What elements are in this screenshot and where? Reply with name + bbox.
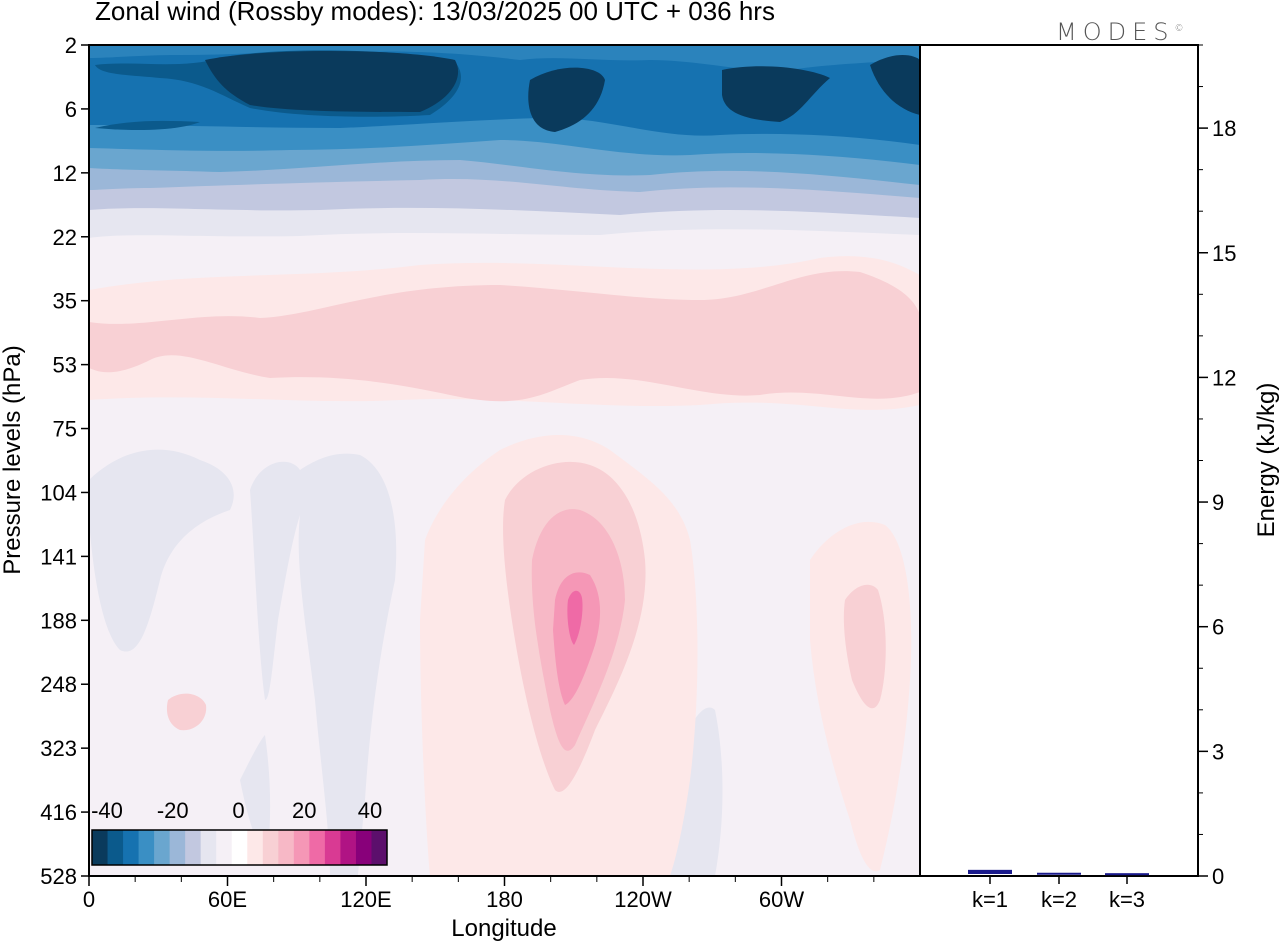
x-tick-label: 180 [486, 887, 523, 912]
x-tick-label: 60E [208, 887, 247, 912]
y-tick-label: 528 [40, 864, 77, 889]
x-tick-label: 120E [340, 887, 391, 912]
colorbar-labels: -40 -20 0 20 40 [91, 798, 382, 823]
y-axis-title: Pressure levels (hPa) [0, 345, 26, 574]
energy-bars: k=1 k=2 k=3 [968, 869, 1149, 912]
bar-category-label: k=2 [1041, 887, 1077, 912]
colorbar-swatch [200, 830, 217, 865]
energy-tick-label: 6 [1212, 615, 1224, 640]
energy-tick-label: 3 [1212, 739, 1224, 764]
y-tick-label: 141 [40, 544, 77, 569]
x-tick-label: 0 [83, 887, 95, 912]
energy-panel-frame [919, 44, 1199, 877]
energy-bar [968, 869, 1012, 874]
colorbar-swatch [371, 830, 388, 865]
x-axis-title: Longitude [451, 915, 556, 942]
energy-bar [1105, 873, 1149, 876]
y-tick-label: 53 [53, 353, 77, 378]
colorbar-swatch [216, 830, 233, 865]
y-tick-label: 75 [53, 417, 77, 442]
y-axis-ticks: 2 6 12 22 35 53 75 104 141 188 248 323 416 528 [40, 33, 89, 889]
y-tick-label: 35 [53, 289, 77, 314]
colorbar-swatch [262, 830, 279, 865]
colorbar-swatch [324, 830, 341, 865]
colorbar-swatch [309, 830, 326, 865]
bar-category-label: k=3 [1109, 887, 1145, 912]
colorbar-swatch [107, 830, 124, 865]
colorbar-swatch [123, 830, 140, 865]
x-tick-label: 120W [614, 887, 672, 912]
bar-category-label: k=1 [972, 887, 1008, 912]
energy-bar [1037, 872, 1081, 875]
y-tick-label: 188 [40, 608, 77, 633]
colorbar [91, 829, 388, 866]
colorbar-label: 20 [292, 798, 316, 823]
x-tick-label: 60W [759, 887, 804, 912]
colorbar-swatch [185, 830, 202, 865]
colorbar-label: -40 [91, 798, 123, 823]
x-axis-ticks: 0 60E 120E 180 120W 60W [83, 876, 875, 912]
y-tick-label: 416 [40, 800, 77, 825]
energy-tick-label: 9 [1212, 490, 1224, 515]
energy-axis-ticks: 0 3 6 9 12 15 18 [1198, 44, 1236, 889]
energy-tick-label: 0 [1212, 864, 1224, 889]
chart-title: Zonal wind (Rossby modes): 13/03/2025 00… [95, 0, 775, 26]
colorbar-swatch [278, 830, 295, 865]
modes-logo: MODES© [1056, 18, 1184, 46]
heatmap-field [89, 45, 920, 876]
colorbar-swatch [154, 830, 171, 865]
colorbar-swatch [247, 830, 264, 865]
energy-tick-label: 18 [1212, 116, 1236, 141]
colorbar-frame [91, 829, 388, 866]
colorbar-swatch [169, 830, 186, 865]
colorbar-label: -20 [157, 798, 189, 823]
colorbar-swatch [340, 830, 357, 865]
y-tick-label: 2 [65, 33, 77, 58]
y-tick-label: 12 [53, 161, 77, 186]
energy-axis-title: Energy (kJ/kg) [1253, 383, 1280, 538]
energy-tick-label: 15 [1212, 241, 1236, 266]
energy-tick-label: 12 [1212, 365, 1236, 390]
logo-text: MODES [1056, 18, 1175, 46]
colorbar-swatch [231, 830, 248, 865]
y-tick-label: 323 [40, 736, 77, 761]
colorbar-swatch [138, 830, 155, 865]
colorbar-swatch [92, 830, 109, 865]
colorbar-label: 40 [358, 798, 382, 823]
y-tick-label: 104 [40, 480, 77, 505]
y-tick-label: 22 [53, 225, 77, 250]
colorbar-swatch [293, 830, 310, 865]
y-tick-label: 6 [65, 97, 77, 122]
colorbar-label: 0 [232, 798, 244, 823]
y-tick-label: 248 [40, 672, 77, 697]
colorbar-swatch [355, 830, 372, 865]
